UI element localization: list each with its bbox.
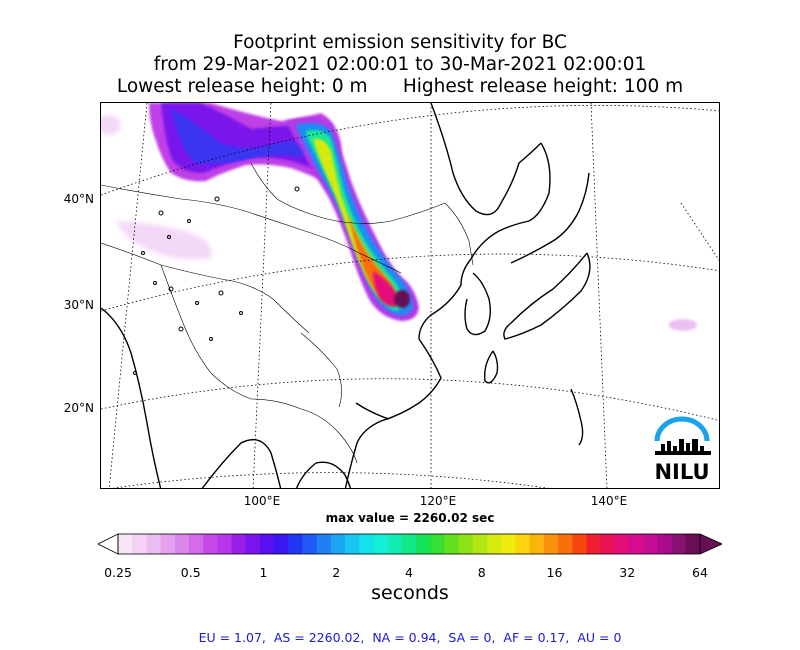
colorbar-cell <box>501 534 517 554</box>
lat-label-30: 30°N <box>63 298 94 312</box>
colorbar-cell <box>330 534 346 554</box>
colorbar-cell <box>274 534 289 554</box>
map-panel: NILU <box>100 102 720 489</box>
title-line-2: from 29-Mar-2021 02:00:01 to 30-Mar-2021… <box>153 54 647 75</box>
colorbar-tick-label: 1 <box>259 565 268 580</box>
colorbar-tick-label: 0.5 <box>180 565 201 580</box>
map-canvas <box>101 103 719 488</box>
country-borders <box>101 162 474 464</box>
graticule <box>101 103 719 488</box>
colorbar-cell <box>629 534 644 554</box>
colorbar-tick-label: 64 <box>692 565 708 580</box>
colorbar-cell <box>387 534 403 554</box>
colorbar-low-arrow <box>98 533 119 555</box>
colorbar-cell <box>302 534 318 554</box>
colorbar-cell <box>345 534 360 554</box>
lon-label-140: 140°E <box>590 494 628 508</box>
colorbar-cell <box>458 534 474 554</box>
colorbar-cell <box>614 534 630 554</box>
colorbar-cell <box>685 534 701 554</box>
colorbar-tick-label: 4 <box>405 565 413 580</box>
lakes <box>133 186 300 375</box>
colorbar-cell <box>288 534 304 554</box>
colorbar-cell <box>132 534 147 554</box>
colorbar-cell <box>217 534 233 554</box>
nilu-logo: NILU <box>647 413 717 484</box>
colorbar-unit-label: seconds <box>371 582 449 604</box>
colorbar-cell <box>558 534 573 554</box>
colorbar-cell <box>118 534 133 554</box>
colorbar-cell <box>259 534 275 554</box>
colorbar-cell <box>373 534 389 554</box>
colorbar-cell <box>401 534 417 554</box>
colorbar-cell <box>487 534 502 554</box>
colorbar-cell <box>543 534 559 554</box>
lon-label-120: 120°E <box>419 494 457 508</box>
lon-label-100: 100°E <box>243 494 281 508</box>
colorbar-cell <box>316 534 332 554</box>
colorbar-cell <box>188 534 204 554</box>
colorbar-cell <box>671 534 687 554</box>
lat-label-20: 20°N <box>63 401 94 415</box>
colorbar-cell <box>160 534 176 554</box>
colorbar-cell <box>174 534 190 554</box>
coastlines <box>101 103 591 488</box>
colorbar-tick-label: 0.25 <box>104 565 132 580</box>
colorbar-cell <box>472 534 488 554</box>
colorbar-cell <box>203 534 218 554</box>
colorbar-cell <box>643 534 659 554</box>
title-line-1: Footprint emission sensitivity for BC <box>233 32 567 53</box>
colorbar-cell <box>529 534 545 554</box>
emission-plume <box>101 103 697 331</box>
colorbar-tick-label: 8 <box>477 565 486 580</box>
colorbar-tick-label: 16 <box>546 565 563 580</box>
colorbar-cell <box>416 534 431 554</box>
title-line-3: Lowest release height: 0 m Highest relea… <box>116 76 684 97</box>
colorbar-cell <box>657 534 673 554</box>
colorbar-cell <box>444 534 460 554</box>
max-value-label: max value = 2260.02 sec <box>325 511 495 525</box>
colorbar <box>98 533 722 555</box>
colorbar-cell <box>572 534 588 554</box>
lat-label-40: 40°N <box>63 192 94 206</box>
colorbar-cell <box>600 534 616 554</box>
colorbar-cell <box>515 534 531 554</box>
nilu-logo-text: NILU <box>654 460 709 483</box>
continent-summary: EU = 1.07, AS = 2260.02, NA = 0.94, SA =… <box>198 630 622 645</box>
colorbar-cell <box>586 534 602 554</box>
colorbar-cell <box>231 534 247 554</box>
colorbar-tick-label: 2 <box>332 565 341 580</box>
colorbar-cell <box>359 534 375 554</box>
colorbar-tick-label: 32 <box>619 565 636 580</box>
colorbar-cell <box>430 534 446 554</box>
colorbar-cell <box>146 534 162 554</box>
colorbar-cell <box>245 534 261 554</box>
colorbar-high-arrow <box>699 533 722 555</box>
